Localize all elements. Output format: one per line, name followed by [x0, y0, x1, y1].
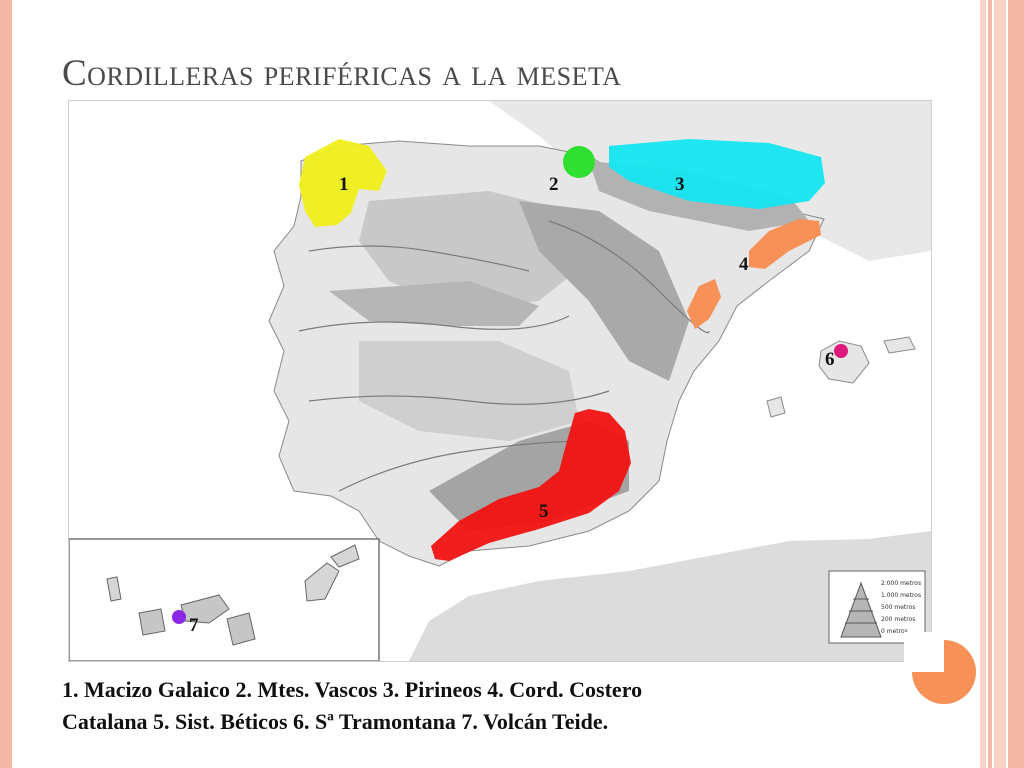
relief-iberian-system — [519, 201, 689, 381]
iberia-relief-map: 2.000 metros 1.000 metros 500 metros 200… — [68, 100, 932, 662]
slide-title: Cordilleras periféricas a la meseta — [62, 53, 622, 94]
caption-line-1: 1. Macizo Galaico 2. Mtes. Vascos 3. Pir… — [62, 677, 643, 702]
map-label-4: 4 — [739, 254, 749, 275]
map-label-1: 1 — [339, 174, 349, 195]
right-stripes-decoration — [980, 0, 1024, 768]
caption-line-2: Catalana 5. Sist. Béticos 6. Sª Tramonta… — [62, 709, 609, 734]
pirineos-region — [609, 139, 825, 209]
rivers — [298, 220, 710, 492]
legend-label: 500 metros — [881, 604, 915, 611]
relief-central-system — [329, 281, 539, 326]
cordillera-costero-catalana-north — [749, 219, 821, 269]
relief-meseta-south — [359, 341, 579, 441]
legend-label: 2.000 metros — [881, 580, 921, 587]
map-label-7: 7 — [189, 615, 199, 636]
legend-label: 1.000 metros — [881, 592, 921, 599]
legend-label: 200 metros — [881, 616, 915, 623]
map-label-2: 2 — [549, 174, 559, 195]
sistemas-beticos-region — [431, 409, 631, 561]
volcan-teide-marker — [172, 610, 186, 624]
tramontana-region — [834, 344, 848, 358]
legend-caption: 1. Macizo Galaico 2. Mtes. Vascos 3. Pir… — [62, 674, 932, 738]
north-africa-landmass — [409, 531, 931, 661]
orange-decorative-circle — [904, 632, 976, 704]
menorca-island — [883, 336, 916, 354]
map-label-3: 3 — [675, 174, 685, 195]
elevation-legend: 2.000 metros 1.000 metros 500 metros 200… — [828, 570, 926, 644]
map-label-6: 6 — [825, 349, 835, 370]
legend-label: 0 metros — [881, 628, 908, 635]
mallorca-island — [818, 340, 870, 384]
left-border-decoration — [0, 0, 12, 768]
map-label-5: 5 — [539, 501, 549, 522]
canary-islands-inset — [69, 538, 380, 661]
cordillera-costero-catalana-south — [687, 279, 721, 329]
ibiza-island — [766, 396, 786, 418]
macizo-galaico-region — [299, 139, 387, 227]
montes-vascos-region — [563, 146, 595, 178]
